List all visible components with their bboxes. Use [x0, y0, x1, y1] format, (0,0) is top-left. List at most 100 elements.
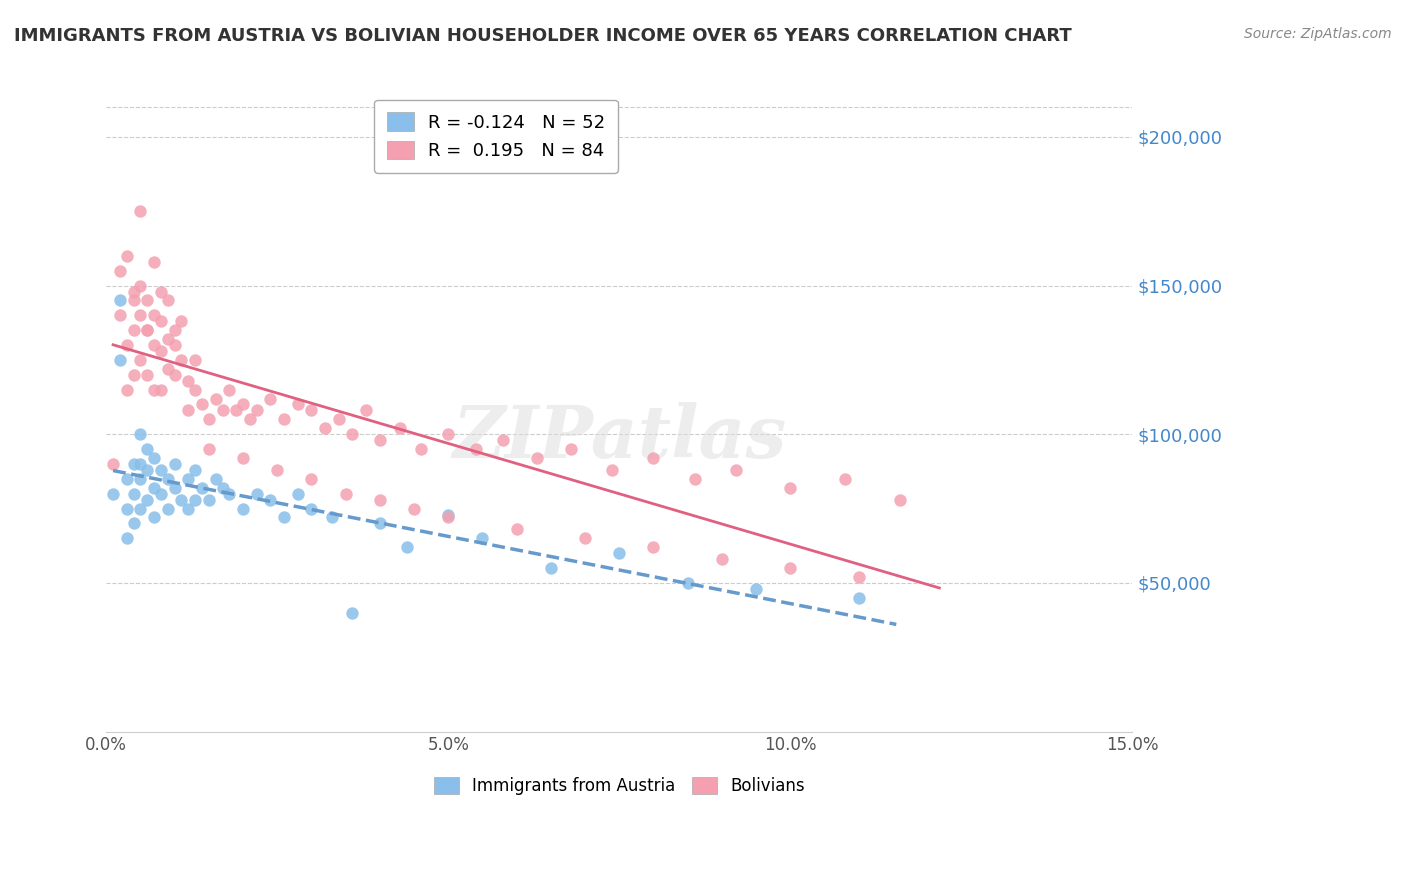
Point: [710, 552, 733, 566]
Point: [232, 397, 254, 411]
Point: [848, 591, 870, 605]
Point: [136, 323, 159, 337]
Point: [191, 397, 214, 411]
Point: [122, 368, 145, 382]
Point: [464, 442, 486, 456]
Point: [136, 293, 159, 308]
Point: [156, 472, 179, 486]
Point: [177, 472, 200, 486]
Point: [239, 412, 262, 426]
Point: [184, 383, 207, 397]
Point: [683, 472, 706, 486]
Point: [211, 481, 233, 495]
Point: [321, 510, 343, 524]
Point: [492, 433, 515, 447]
Point: [779, 561, 801, 575]
Point: [163, 323, 186, 337]
Point: [389, 421, 412, 435]
Point: [143, 383, 166, 397]
Point: [122, 285, 145, 299]
Point: [607, 546, 630, 560]
Point: [335, 486, 357, 500]
Point: [129, 427, 152, 442]
Text: Source: ZipAtlas.com: Source: ZipAtlas.com: [1244, 27, 1392, 41]
Point: [122, 486, 145, 500]
Point: [136, 492, 159, 507]
Point: [163, 368, 186, 382]
Point: [101, 486, 124, 500]
Point: [156, 332, 179, 346]
Point: [342, 606, 364, 620]
Point: [156, 501, 179, 516]
Point: [163, 481, 186, 495]
Point: [273, 510, 295, 524]
Point: [149, 314, 172, 328]
Point: [745, 582, 768, 596]
Point: [342, 427, 364, 442]
Point: [259, 492, 281, 507]
Point: [889, 492, 911, 507]
Point: [149, 383, 172, 397]
Point: [198, 492, 221, 507]
Point: [108, 293, 131, 308]
Point: [301, 472, 323, 486]
Point: [676, 575, 699, 590]
Point: [437, 427, 460, 442]
Point: [848, 570, 870, 584]
Point: [273, 412, 295, 426]
Point: [136, 368, 159, 382]
Point: [246, 403, 269, 417]
Point: [396, 540, 419, 554]
Point: [779, 481, 801, 495]
Point: [198, 412, 221, 426]
Point: [115, 338, 138, 352]
Point: [437, 510, 460, 524]
Point: [643, 450, 665, 465]
Point: [163, 457, 186, 471]
Point: [115, 249, 138, 263]
Point: [170, 492, 193, 507]
Point: [108, 352, 131, 367]
Point: [526, 450, 548, 465]
Point: [246, 486, 269, 500]
Point: [184, 463, 207, 477]
Point: [328, 412, 350, 426]
Point: [402, 501, 425, 516]
Point: [184, 352, 207, 367]
Point: [143, 308, 166, 322]
Point: [136, 323, 159, 337]
Point: [177, 403, 200, 417]
Point: [115, 501, 138, 516]
Point: [170, 352, 193, 367]
Point: [149, 343, 172, 358]
Point: [505, 522, 527, 536]
Point: [218, 486, 240, 500]
Point: [574, 531, 596, 545]
Point: [143, 254, 166, 268]
Point: [368, 516, 391, 531]
Point: [143, 481, 166, 495]
Point: [136, 463, 159, 477]
Point: [143, 338, 166, 352]
Point: [170, 314, 193, 328]
Point: [834, 472, 856, 486]
Point: [129, 472, 152, 486]
Point: [115, 383, 138, 397]
Point: [129, 501, 152, 516]
Point: [218, 383, 240, 397]
Point: [724, 463, 747, 477]
Point: [149, 285, 172, 299]
Point: [115, 531, 138, 545]
Point: [314, 421, 336, 435]
Point: [101, 457, 124, 471]
Point: [163, 338, 186, 352]
Point: [122, 516, 145, 531]
Point: [191, 481, 214, 495]
Text: IMMIGRANTS FROM AUSTRIA VS BOLIVIAN HOUSEHOLDER INCOME OVER 65 YEARS CORRELATION: IMMIGRANTS FROM AUSTRIA VS BOLIVIAN HOUS…: [14, 27, 1071, 45]
Point: [259, 392, 281, 406]
Point: [177, 501, 200, 516]
Point: [204, 472, 226, 486]
Point: [129, 308, 152, 322]
Point: [287, 397, 309, 411]
Point: [232, 450, 254, 465]
